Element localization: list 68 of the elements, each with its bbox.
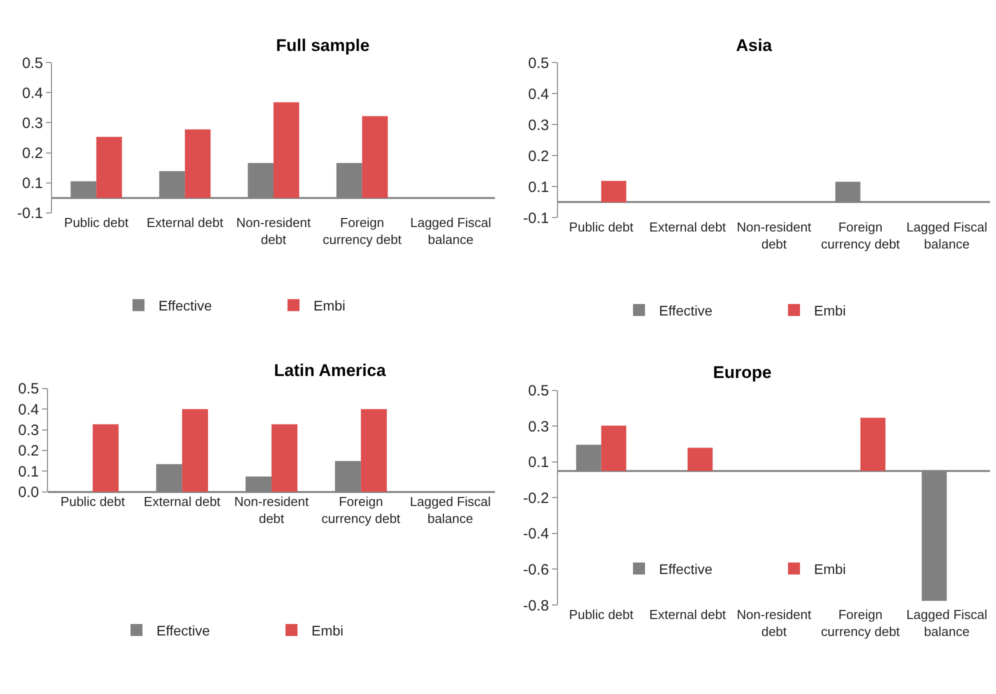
x-tick-label: Public debt bbox=[569, 607, 634, 622]
x-tick-label: Lagged Fiscal balance bbox=[410, 494, 491, 526]
y-tick-label: 0.2 bbox=[18, 442, 39, 460]
bar bbox=[96, 136, 122, 198]
chart-title: Full sample bbox=[276, 36, 370, 55]
y-tick-label: 0.1 bbox=[528, 454, 549, 472]
x-tick-label: External debt bbox=[649, 607, 726, 622]
bar bbox=[92, 424, 119, 492]
y-tick-label: -0.1 bbox=[523, 210, 549, 227]
y-tick-label: -0.4 bbox=[523, 526, 549, 543]
legend-label: Effective bbox=[156, 622, 210, 638]
y-tick-label: 0.1 bbox=[22, 175, 43, 192]
y-tick-label: 0.5 bbox=[528, 54, 549, 72]
chart-title: Asia bbox=[736, 36, 772, 55]
bar bbox=[360, 409, 387, 492]
y-tick-label: 0.5 bbox=[22, 54, 43, 72]
y-tick-label: 0.2 bbox=[22, 145, 43, 162]
bar bbox=[272, 424, 298, 492]
y-tick-label: 0.3 bbox=[528, 418, 549, 436]
bar bbox=[274, 102, 300, 198]
x-tick-label: Public debt bbox=[64, 214, 129, 230]
y-tick-label: 0.4 bbox=[18, 401, 39, 418]
bar bbox=[688, 448, 713, 471]
y-tick-label: 0.2 bbox=[528, 148, 549, 165]
legend-label: Embi bbox=[312, 622, 344, 638]
chart-title: Latin America bbox=[274, 361, 386, 380]
y-tick-label: 0.3 bbox=[18, 422, 39, 440]
y-tick-label: 0.3 bbox=[22, 114, 43, 132]
x-tick-label: Foreign currency debt bbox=[322, 494, 401, 526]
bar bbox=[601, 426, 626, 471]
y-tick-label: 0.5 bbox=[528, 382, 549, 400]
x-tick-label: Non-resident debt bbox=[736, 607, 812, 639]
x-tick-label: Public debt bbox=[60, 494, 126, 509]
legend-label: Embi bbox=[314, 298, 346, 314]
y-tick-label: 0.5 bbox=[18, 380, 39, 398]
x-tick-label: Lagged Fiscal balance bbox=[906, 607, 988, 639]
y-tick-label: 0.0 bbox=[18, 484, 39, 502]
x-tick-label: External debt bbox=[144, 494, 221, 509]
legend-label: Embi bbox=[814, 302, 846, 318]
x-tick-label: External debt bbox=[146, 214, 224, 230]
x-tick-label: External debt bbox=[649, 220, 726, 235]
y-tick-label: 0.4 bbox=[528, 86, 549, 103]
x-tick-label: Foreign currency debt bbox=[821, 220, 900, 252]
y-tick-label: 0.1 bbox=[18, 463, 39, 480]
x-tick-label: Non-resident debt bbox=[736, 220, 812, 252]
x-tick-label: Non-resident debt bbox=[234, 494, 310, 526]
y-tick-label: -0.6 bbox=[523, 561, 549, 578]
x-tick-label: Foreign currency debt bbox=[322, 214, 402, 247]
bar bbox=[182, 409, 208, 492]
x-tick-label: Non-resident debt bbox=[236, 214, 312, 247]
bar bbox=[184, 129, 211, 198]
x-tick-label: Lagged Fiscal balance bbox=[410, 214, 492, 247]
bar bbox=[362, 116, 388, 198]
y-tick-label: -0.2 bbox=[523, 490, 549, 507]
y-tick-label: 0.1 bbox=[528, 178, 549, 196]
y-tick-label: 0.3 bbox=[528, 116, 549, 134]
legend-label: Effective bbox=[158, 298, 212, 314]
bar bbox=[860, 418, 886, 471]
x-tick-label: Foreign currency debt bbox=[821, 607, 900, 639]
legend-label: Effective bbox=[659, 560, 713, 577]
y-tick-label: 0.4 bbox=[22, 84, 43, 102]
y-tick-label: -0.8 bbox=[523, 597, 549, 614]
legend-label: Embi bbox=[814, 560, 846, 577]
legend-label: Effective bbox=[659, 302, 713, 318]
y-tick-label: -0.1 bbox=[17, 205, 43, 222]
x-tick-label: Lagged Fiscal balance bbox=[906, 220, 988, 252]
x-tick-label: Public debt bbox=[569, 220, 634, 235]
chart-title: Europe bbox=[713, 363, 772, 382]
